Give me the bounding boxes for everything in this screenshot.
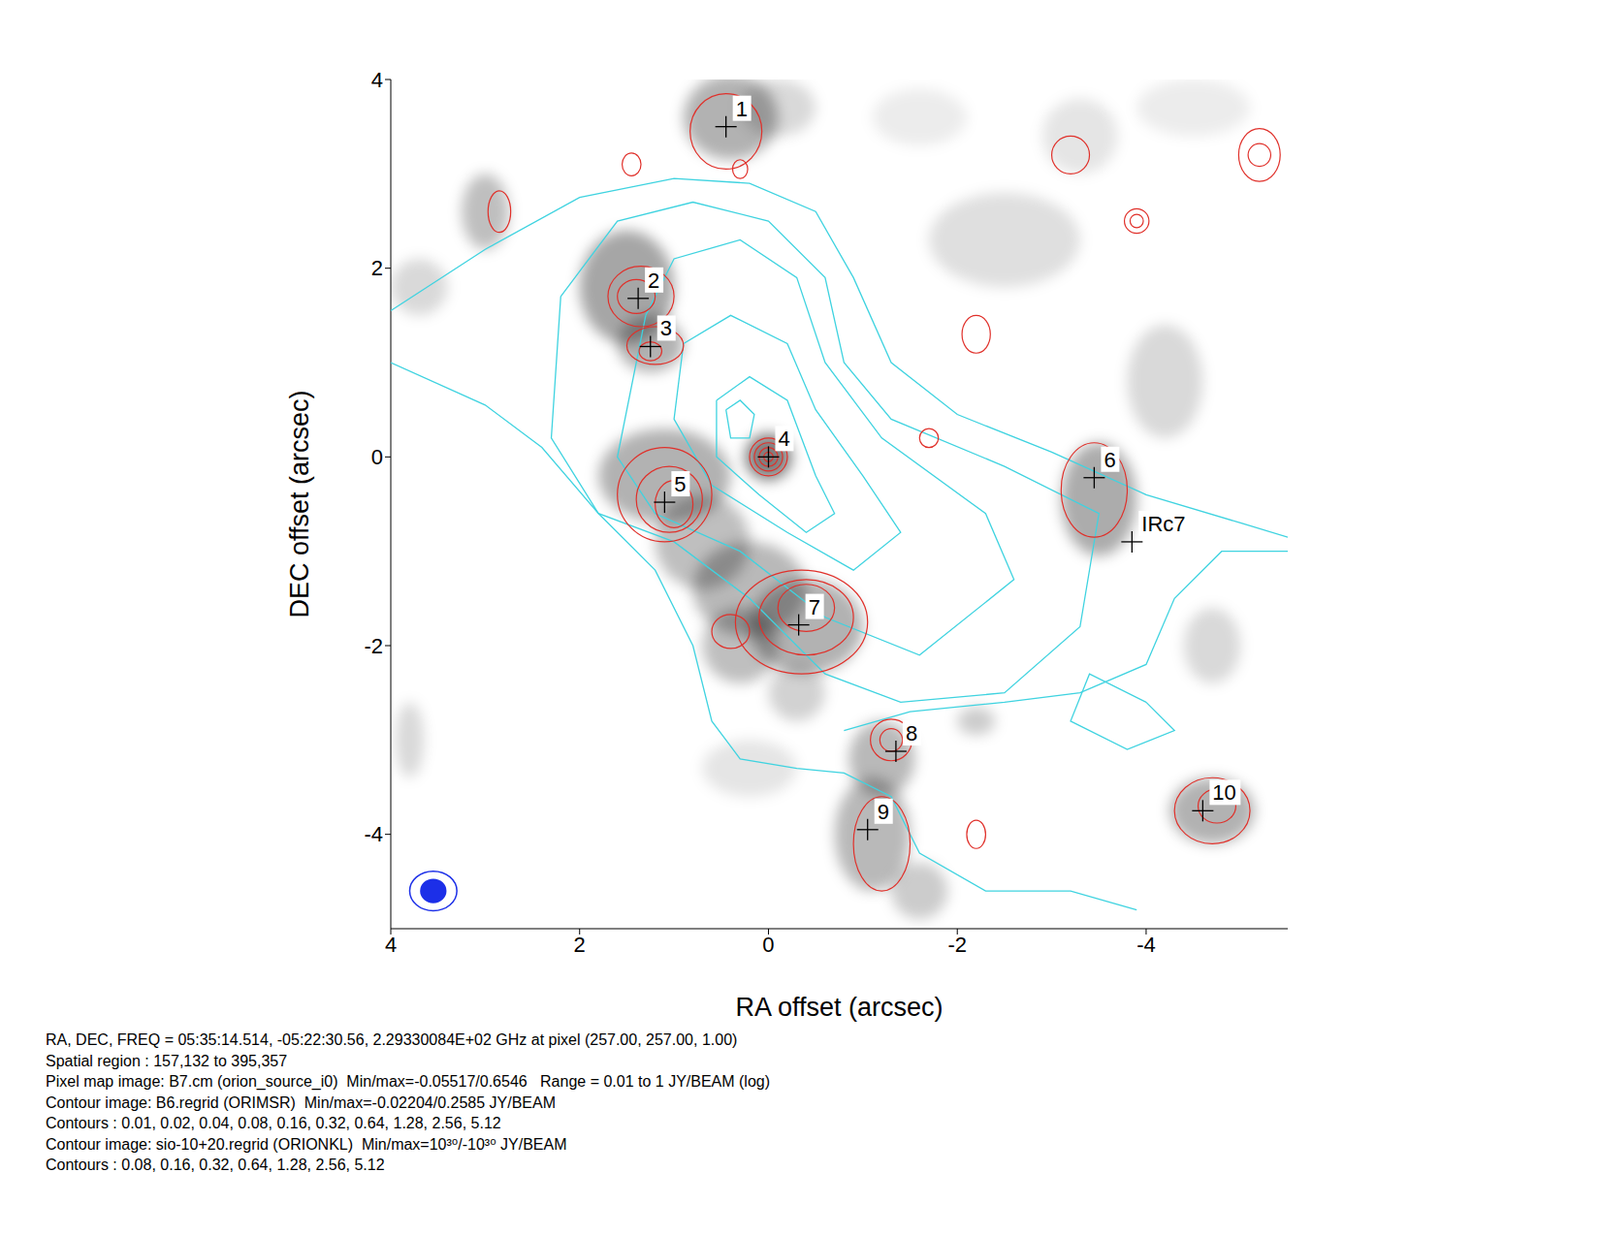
svg-text:9: 9 xyxy=(877,800,890,825)
svg-text:7: 7 xyxy=(808,595,821,620)
svg-text:4: 4 xyxy=(384,932,397,958)
html-text:RA, DEC, FREQ = 05:35:14.514,: RA, DEC, FREQ = 05:35:14.514, -05:22:30.… xyxy=(45,1031,738,1049)
svg-text:2: 2 xyxy=(574,932,586,958)
svg-text:10: 10 xyxy=(1212,780,1236,805)
svg-text:2: 2 xyxy=(371,256,384,281)
svg-text:4: 4 xyxy=(777,426,790,451)
svg-text:-2: -2 xyxy=(363,634,384,659)
svg-text:3: 3 xyxy=(660,316,672,341)
svg-text:DEC offset (arcsec): DEC offset (arcsec) xyxy=(285,389,315,618)
html-text:Contour image: B6.regrid (ORIM: Contour image: B6.regrid (ORIMSR) Min/ma… xyxy=(45,1094,556,1111)
html-text:Spatial region : 157,132 to 39: Spatial region : 157,132 to 395,357 xyxy=(45,1052,288,1070)
svg-text:0: 0 xyxy=(371,445,384,470)
html-text:Contour image: sio-10+20.regri: Contour image: sio-10+20.regrid (ORIONKL… xyxy=(45,1136,567,1153)
svg-text:2: 2 xyxy=(647,268,660,293)
html-text:Contours : 0.01, 0.02, 0.04, 0: Contours : 0.01, 0.02, 0.04, 0.08, 0.16,… xyxy=(45,1115,502,1132)
svg-text:-2: -2 xyxy=(947,932,967,958)
svg-text:-4: -4 xyxy=(363,822,384,847)
html-text:Pixel map image: B7.cm (orion_: Pixel map image: B7.cm (orion_source_i0)… xyxy=(45,1073,770,1090)
svg-text:1: 1 xyxy=(736,96,748,122)
html-text:Contours : 0.08, 0.16, 0.32, 0: Contours : 0.08, 0.16, 0.32, 0.64, 1.28,… xyxy=(45,1156,385,1174)
svg-text:5: 5 xyxy=(673,472,686,497)
svg-text:4: 4 xyxy=(371,67,384,93)
svg-text:6: 6 xyxy=(1103,448,1116,473)
svg-text:-4: -4 xyxy=(1136,932,1156,958)
svg-text:RA offset (arcsec): RA offset (arcsec) xyxy=(735,992,943,1023)
svg-text:0: 0 xyxy=(762,932,774,958)
svg-text:IRc7: IRc7 xyxy=(1141,512,1185,537)
svg-text:8: 8 xyxy=(905,721,918,746)
